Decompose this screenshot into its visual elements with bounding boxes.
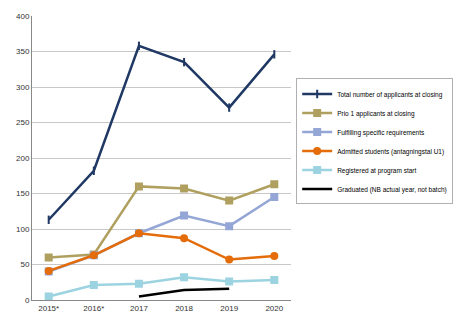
svg-text:2018: 2018 — [175, 304, 193, 313]
svg-text:2016*: 2016* — [83, 304, 104, 313]
svg-text:0: 0 — [25, 296, 30, 305]
svg-text:2015*: 2015* — [38, 304, 59, 313]
svg-text:50: 50 — [20, 260, 29, 269]
svg-text:300: 300 — [16, 83, 30, 92]
svg-text:Total number of applicants at: Total number of applicants at closing — [337, 91, 443, 99]
svg-text:400: 400 — [16, 12, 30, 21]
svg-text:Fulfilling specific requiremen: Fulfilling specific requirements — [337, 129, 425, 137]
svg-text:100: 100 — [16, 225, 30, 234]
svg-text:350: 350 — [16, 47, 30, 56]
svg-text:Graduated (NB actual year, not: Graduated (NB actual year, not batch) — [337, 186, 446, 194]
svg-text:Admitted students (antagningst: Admitted students (antagningstal U1) — [337, 148, 444, 156]
svg-text:200: 200 — [16, 154, 30, 163]
svg-text:Registered at program start: Registered at program start — [337, 167, 416, 175]
svg-text:250: 250 — [16, 118, 30, 127]
svg-text:2019: 2019 — [220, 304, 238, 313]
svg-text:2020: 2020 — [265, 304, 283, 313]
svg-text:150: 150 — [16, 189, 30, 198]
svg-text:2017: 2017 — [130, 304, 148, 313]
svg-text:Prio 1 applicants at closing: Prio 1 applicants at closing — [337, 110, 415, 118]
